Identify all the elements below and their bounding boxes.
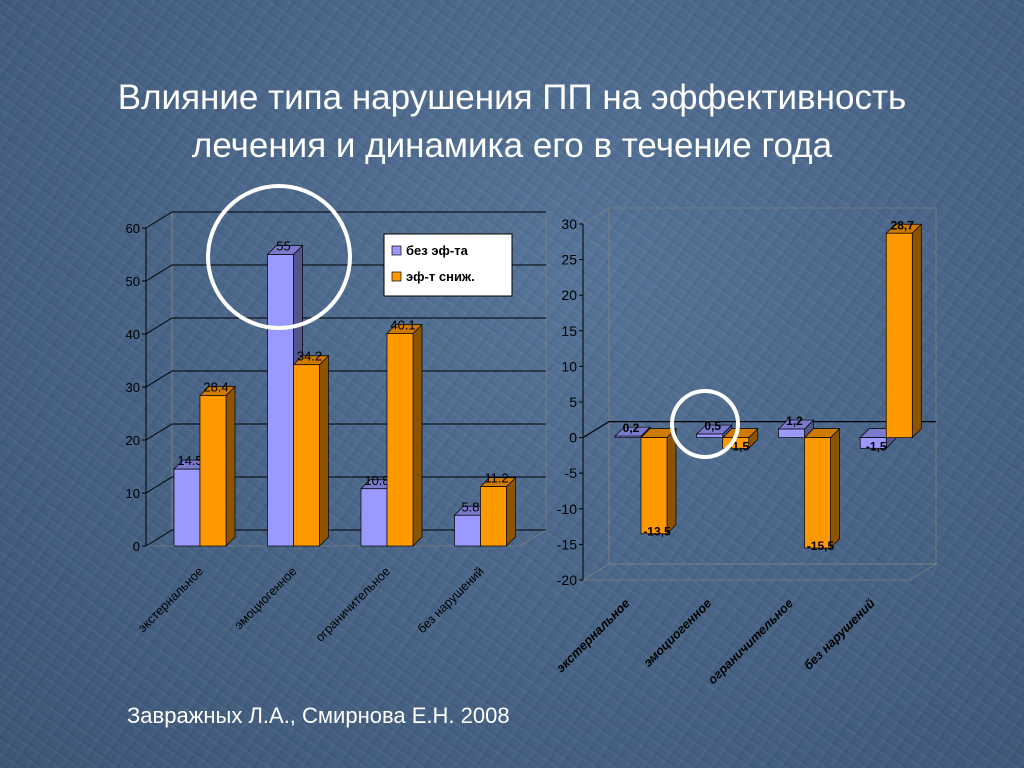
- ytick-label-2: 20: [126, 433, 140, 448]
- bar-s1-c3-side: [911, 223, 922, 439]
- ytick-label-10: 30: [561, 216, 577, 232]
- ytick-label-1: 10: [126, 486, 140, 501]
- ytick-label-6: 10: [561, 358, 577, 374]
- ytick-label-5: 5: [569, 394, 577, 410]
- floor-plane: [581, 563, 938, 581]
- category-label-1: эмоциогенное: [641, 596, 714, 669]
- bar-s0-c0-front: [614, 435, 642, 438]
- data-label-s0-c3: 5.8: [461, 499, 479, 514]
- side-wall-top: [582, 207, 610, 225]
- category-label-0: экстернальное: [554, 596, 633, 675]
- category-label-3: без нарушений: [801, 596, 878, 673]
- bar-s1-c1-side: [319, 354, 329, 547]
- ytick-label-0: 0: [133, 539, 140, 554]
- bar-s1-c3-front: [480, 486, 507, 547]
- ytick-label-7: 15: [561, 323, 577, 339]
- data-label-s1-c2: -15,5: [807, 539, 835, 553]
- ytick-label-3: 30: [126, 380, 140, 395]
- data-label-s1-c3: 28,7: [891, 218, 915, 232]
- bar-s0-c3-front: [454, 514, 481, 547]
- bar-s0-c1: [695, 424, 733, 439]
- category-label-2: ограничительное: [705, 596, 796, 687]
- ytick-label-9: 25: [561, 252, 577, 268]
- bar-s1-c0-front: [640, 437, 668, 535]
- gridline-6: [145, 211, 546, 229]
- ytick-label-4: 0: [569, 430, 577, 446]
- ytick-label-2: -10: [557, 501, 577, 517]
- bar-s0-c0-front: [173, 468, 201, 547]
- data-label-s1-c1: 34.2: [297, 349, 322, 364]
- highlight-circle: [670, 389, 740, 459]
- ytick-label-4: 40: [126, 327, 140, 342]
- highlight-circle: [206, 184, 352, 330]
- bar-s1-c0-side: [666, 427, 677, 535]
- bar-s1-c2: [386, 323, 423, 547]
- footer-authors: Завражных Л.А., Смирнова Е.Н. 2008: [127, 703, 510, 728]
- bar-s0-c2-front: [360, 488, 388, 547]
- bar-s0-c2-front: [778, 428, 805, 438]
- bar-s1-c0-side: [225, 385, 236, 547]
- bar-s0-c1-front: [696, 433, 724, 438]
- bar-s1-c1: [721, 427, 759, 450]
- data-label-s1-c3: 11.2: [484, 471, 508, 486]
- data-label-s1-c2: 40.1: [390, 317, 415, 332]
- ytick-label-0: -20: [557, 572, 577, 588]
- bar-s1-c1: [292, 354, 330, 547]
- category-label-3: без нарушений: [415, 564, 487, 636]
- bar-s1-c2: [803, 427, 841, 549]
- bar-s1-c3-side: [506, 476, 516, 547]
- category-label-1: эмоциогенное: [232, 564, 300, 632]
- data-label-s0-c0: 14.5: [177, 453, 202, 468]
- zero-baseline: [582, 421, 936, 439]
- data-label-s1-c0: -13,5: [643, 525, 671, 539]
- ytick-label-8: 20: [561, 287, 577, 303]
- bar-s1-c2-front: [386, 333, 414, 547]
- bar-s1-c2-front: [804, 437, 831, 549]
- legend-label-1: эф-т сниж.: [406, 269, 475, 284]
- bar-s1-c0: [199, 385, 236, 547]
- bar-s1-c3: [479, 476, 517, 547]
- legend-box: [383, 233, 513, 297]
- data-label-s0-c0: 0,2: [623, 421, 640, 435]
- bar-s1-c1-front: [293, 364, 320, 547]
- legend-label-0: без эф-та: [406, 243, 469, 258]
- bar-s1-c0-front: [199, 395, 227, 547]
- legend-swatch-1: [391, 271, 402, 282]
- bar-s1-c3-front: [885, 232, 913, 438]
- category-label-0: экстернальное: [135, 564, 206, 635]
- chart-left-effectiveness: 0 10 20 30 40 50 60 14.5 28.4 экстернальное 55 34.2…: [126, 184, 548, 645]
- data-label-s0-c3: -1,5: [866, 439, 887, 453]
- data-label-s0-c1: 0,5: [704, 419, 721, 433]
- category-label-2: ограничительное: [313, 564, 393, 644]
- bar-s1-c2-side: [830, 427, 840, 549]
- data-label-s0-c1: 55: [276, 239, 290, 254]
- data-label-s0-c2: 1,2: [786, 414, 803, 428]
- data-label-s0-c2: 10.8: [364, 473, 389, 488]
- slide-title: Влияние типа нарушения ПП на эффективнос…: [40, 74, 984, 170]
- legend: без эф-та эф-т сниж.: [383, 233, 513, 297]
- bar-s1-c3: [885, 223, 923, 439]
- ytick-label-6: 60: [126, 221, 140, 236]
- ytick-label-3: -5: [565, 465, 578, 481]
- bar-s0-c3-front: [859, 437, 887, 449]
- ytick-label-5: 50: [126, 274, 140, 289]
- ytick-label-1: -15: [557, 536, 577, 552]
- bar-s1-c0: [640, 427, 677, 535]
- data-label-s1-c0: 28.4: [203, 379, 228, 394]
- bar-s1-c2-side: [412, 323, 423, 547]
- chart-right-dynamics: -20 -15 -10 -5 0 5 10 15 20 25 30 0,2 -13,5 экстернал…: [554, 207, 938, 687]
- bar-s0-c2: [777, 419, 815, 439]
- title-line-2: лечения и динамика его в течение года: [191, 126, 833, 165]
- bar-s0-c1-front: [267, 254, 294, 547]
- title-line-1: Влияние типа нарушения ПП на эффективнос…: [117, 78, 907, 117]
- legend-swatch-0: [391, 245, 402, 256]
- gridline-4: [145, 317, 546, 335]
